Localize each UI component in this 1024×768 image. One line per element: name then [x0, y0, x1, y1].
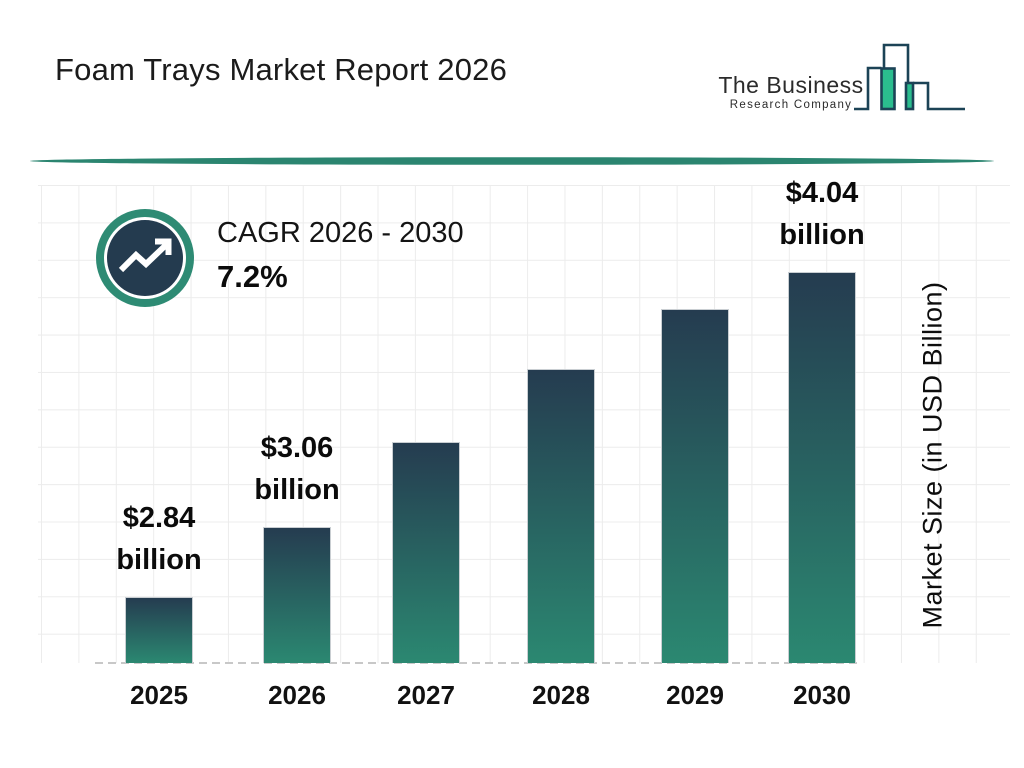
x-axis-label-2030: 2030 [793, 680, 851, 710]
x-axis-label-2025: 2025 [130, 680, 188, 710]
logo-name: The Business [718, 72, 864, 98]
cagr-text: CAGR 2026 - 2030 7.2% [217, 208, 464, 308]
page-title: Foam Trays Market Report 2026 [55, 52, 508, 87]
company-logo: The Business Research Company [718, 40, 978, 120]
x-axis-label-2026: 2026 [268, 680, 326, 710]
logo-text: The Business Research Company [718, 72, 864, 111]
bar-value-label-2030: $4.04 billion [779, 177, 865, 251]
cagr-label: CAGR 2026 - 2030 [217, 217, 464, 249]
x-axis-label-2027: 2027 [397, 680, 455, 710]
bar-2028 [527, 369, 595, 663]
divider-line [30, 157, 994, 165]
plot-area: $2.84 billion 2025 $3.06 billion 2026 2027 2028… [38, 177, 1010, 710]
bar-value-label-2026: $3.06 billion [254, 432, 340, 506]
logo-subtitle: Research Company [729, 99, 853, 111]
bar-2026 [263, 527, 331, 663]
bar-2027 [392, 442, 460, 663]
bar-value-label-2025: $2.84 billion [116, 502, 202, 576]
bar-2029 [661, 309, 729, 663]
bar-2030 [788, 272, 856, 663]
x-axis-label-2029: 2029 [666, 680, 724, 710]
bar-chart-logo-icon [854, 43, 965, 111]
cagr-value: 7.2% [217, 259, 288, 294]
y-axis-title: Market Size (in USD Billion) [917, 281, 948, 629]
cagr-badge: CAGR 2026 - 2030 7.2% [95, 208, 464, 308]
bar-2025 [125, 597, 193, 663]
baseline-dashed [95, 662, 857, 664]
x-axis-label-2028: 2028 [532, 680, 590, 710]
trend-up-icon [96, 209, 194, 307]
